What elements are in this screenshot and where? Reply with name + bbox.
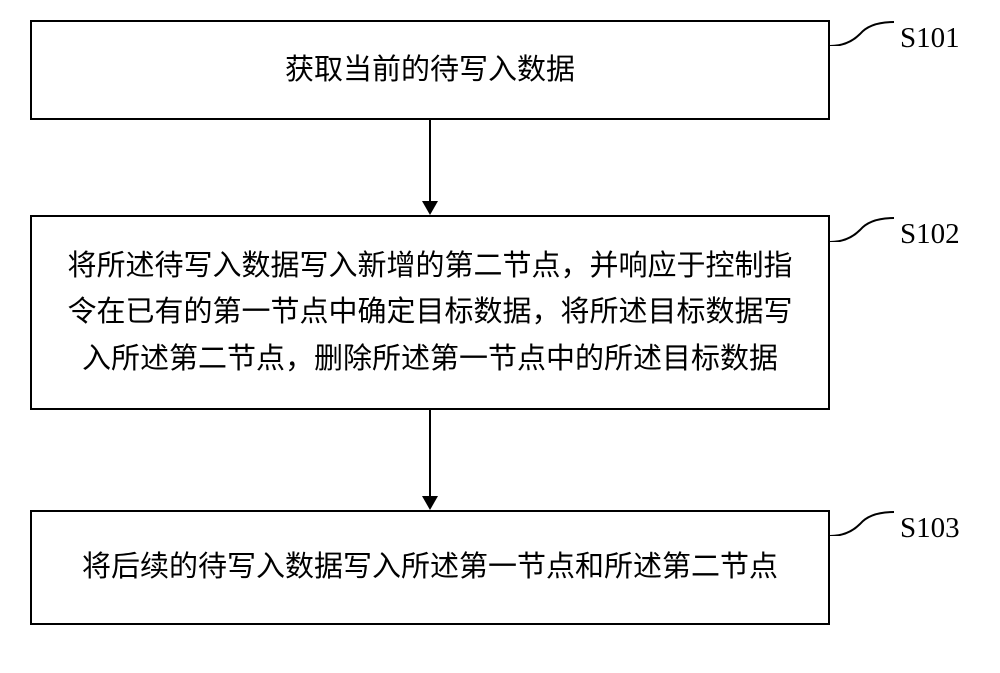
flow-node-3: 将后续的待写入数据写入所述第一节点和所述第二节点 — [30, 510, 830, 625]
flow-node-2-text: 将所述待写入数据写入新增的第二节点，并响应于控制指令在已有的第一节点中确定目标数… — [62, 243, 798, 382]
brace-3 — [830, 510, 894, 536]
step-label-1: S101 — [900, 22, 960, 55]
flow-node-3-text: 将后续的待写入数据写入所述第一节点和所述第二节点 — [82, 544, 778, 590]
step-label-2: S102 — [900, 218, 960, 251]
flow-node-1-text: 获取当前的待写入数据 — [285, 47, 575, 93]
flow-node-1: 获取当前的待写入数据 — [30, 20, 830, 120]
arrow-1-head — [422, 201, 438, 215]
flowchart-canvas: 获取当前的待写入数据 S101 将所述待写入数据写入新增的第二节点，并响应于控制… — [0, 0, 1000, 673]
brace-1 — [830, 20, 894, 46]
arrow-2-line — [429, 410, 431, 496]
arrow-1-line — [429, 120, 431, 201]
flow-node-2: 将所述待写入数据写入新增的第二节点，并响应于控制指令在已有的第一节点中确定目标数… — [30, 215, 830, 410]
arrow-2-head — [422, 496, 438, 510]
brace-2 — [830, 216, 894, 242]
step-label-3: S103 — [900, 512, 960, 545]
